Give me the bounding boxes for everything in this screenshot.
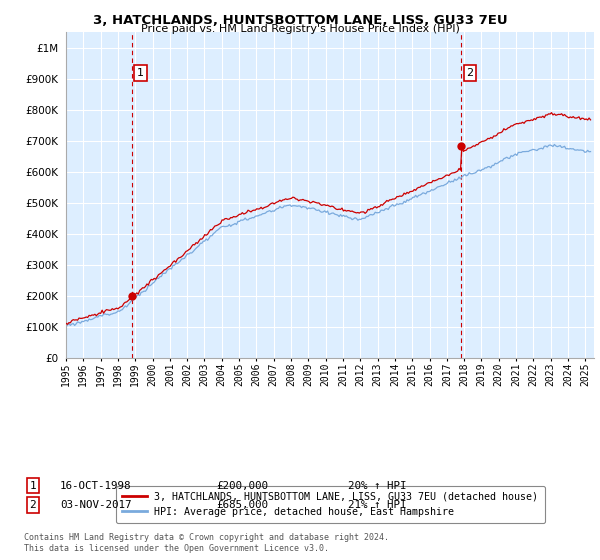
Text: £200,000: £200,000 xyxy=(216,480,268,491)
Legend: 3, HATCHLANDS, HUNTSBOTTOM LANE, LISS, GU33 7EU (detached house), HPI: Average p: 3, HATCHLANDS, HUNTSBOTTOM LANE, LISS, G… xyxy=(115,486,545,523)
Text: 2: 2 xyxy=(29,500,37,510)
Text: £685,000: £685,000 xyxy=(216,500,268,510)
Text: 2: 2 xyxy=(467,68,474,78)
Text: Contains HM Land Registry data © Crown copyright and database right 2024.
This d: Contains HM Land Registry data © Crown c… xyxy=(24,533,389,553)
Text: 03-NOV-2017: 03-NOV-2017 xyxy=(60,500,131,510)
Text: 1: 1 xyxy=(137,68,144,78)
Text: 3, HATCHLANDS, HUNTSBOTTOM LANE, LISS, GU33 7EU: 3, HATCHLANDS, HUNTSBOTTOM LANE, LISS, G… xyxy=(92,14,508,27)
Text: 21% ↑ HPI: 21% ↑ HPI xyxy=(348,500,407,510)
Text: 20% ↑ HPI: 20% ↑ HPI xyxy=(348,480,407,491)
Text: 1: 1 xyxy=(29,480,37,491)
Text: Price paid vs. HM Land Registry's House Price Index (HPI): Price paid vs. HM Land Registry's House … xyxy=(140,24,460,34)
Text: 16-OCT-1998: 16-OCT-1998 xyxy=(60,480,131,491)
